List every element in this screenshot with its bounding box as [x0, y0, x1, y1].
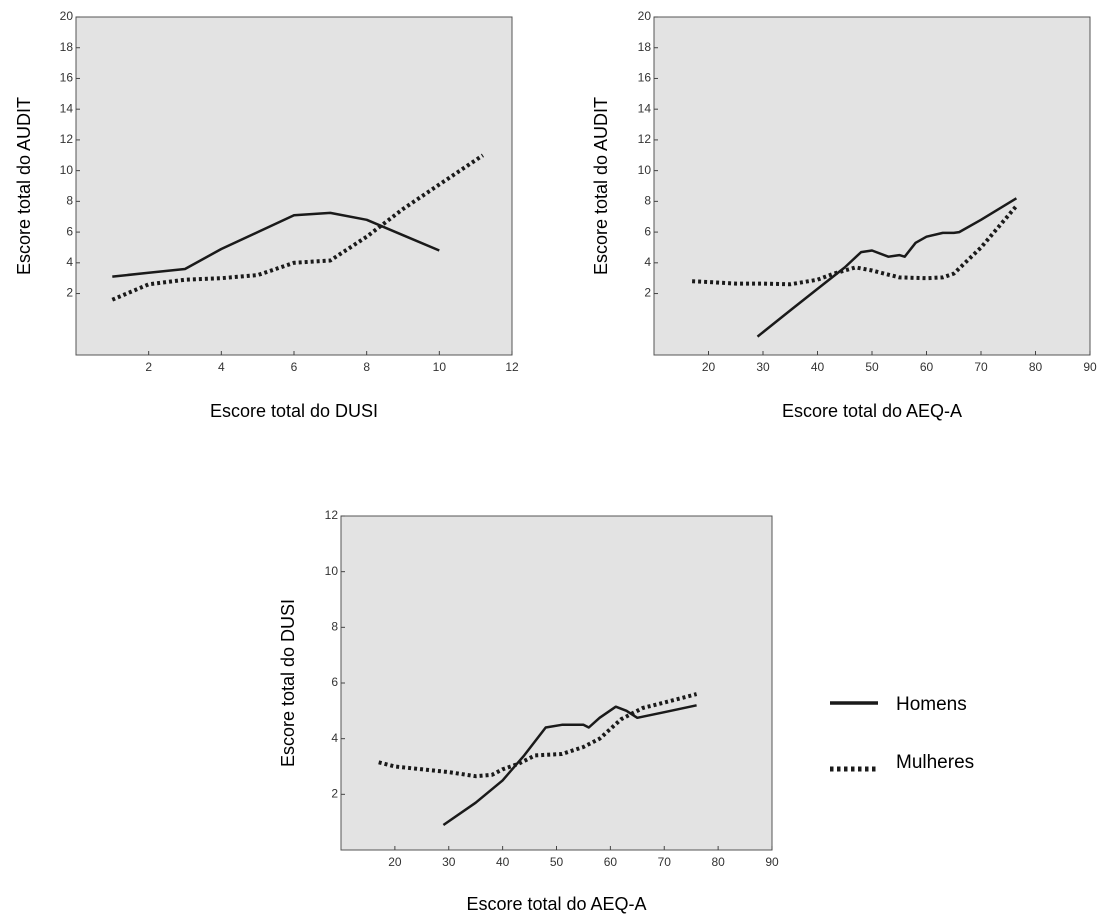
series-line-mulheres	[111, 153, 485, 302]
x-tick-label: 12	[505, 360, 519, 374]
chart-audit-vs-dusi: 2 4 6 8 10 12 14 16 18 20 2 4 6 8 10 12 Escore total do …	[14, 9, 519, 421]
x-tick-label: 4	[218, 360, 225, 374]
y-tick-label: 4	[66, 255, 73, 269]
x-tick-label: 40	[811, 360, 825, 374]
x-axis-title: Escore total do AEQ-A	[466, 894, 646, 914]
y-tick-label: 4	[331, 731, 338, 745]
series-line-homens	[112, 211, 440, 278]
y-tick-label: 4	[644, 255, 651, 269]
legend-label-homens: Homens	[896, 694, 967, 715]
y-tick-label: 16	[638, 71, 652, 85]
x-tick-label: 50	[550, 855, 564, 869]
y-tick-label: 2	[331, 787, 338, 801]
y-tick-label: 6	[644, 224, 651, 238]
plot-area	[653, 16, 1091, 356]
y-tick-label: 2	[66, 286, 73, 300]
y-tick-label: 10	[325, 564, 339, 578]
legend-label-mulheres: Mulheres	[896, 752, 974, 773]
x-tick-label: 90	[1083, 360, 1097, 374]
y-tick-label: 10	[60, 163, 74, 177]
y-tick-label: 18	[638, 40, 652, 54]
y-tick-label: 8	[644, 194, 651, 208]
y-tick-label: 6	[66, 224, 73, 238]
y-tick-label: 12	[325, 508, 339, 522]
series-line-homens	[756, 197, 1018, 338]
y-tick-label: 8	[331, 620, 338, 634]
x-tick-label: 10	[433, 360, 447, 374]
y-axis-title: Escore total do DUSI	[278, 599, 298, 767]
x-tick-label: 80	[711, 855, 725, 869]
x-axis-title: Escore total do DUSI	[210, 401, 378, 421]
x-tick-label: 50	[865, 360, 879, 374]
chart-dusi-vs-aeqa: 2 4 6 8 10 12 20 30 40 50 60 70 80 90 Escore total do …	[278, 508, 779, 914]
x-tick-label: 20	[702, 360, 716, 374]
x-tick-label: 20	[388, 855, 402, 869]
x-tick-label: 70	[974, 360, 988, 374]
y-tick-label: 14	[638, 101, 652, 115]
y-tick-label: 8	[66, 194, 73, 208]
y-tick-label: 20	[60, 9, 74, 23]
y-tick-label: 20	[638, 9, 652, 23]
x-tick-label: 70	[658, 855, 672, 869]
y-tick-label: 14	[60, 101, 74, 115]
x-tick-label: 2	[145, 360, 152, 374]
y-axis-title: Escore total do AUDIT	[14, 97, 34, 275]
x-tick-label: 40	[496, 855, 510, 869]
x-tick-label: 6	[291, 360, 298, 374]
y-tick-label: 12	[60, 132, 74, 146]
x-tick-label: 60	[604, 855, 618, 869]
x-tick-label: 90	[765, 855, 779, 869]
chart-audit-vs-aeqa: 2 4 6 8 10 12 14 16 18 20 20 30 40 50 60 70 80 90 Escore t…	[591, 9, 1097, 421]
y-tick-label: 10	[638, 163, 652, 177]
plot-area	[75, 16, 513, 356]
x-tick-label: 8	[363, 360, 370, 374]
y-tick-label: 12	[638, 132, 652, 146]
y-tick-label: 18	[60, 40, 74, 54]
x-tick-label: 60	[920, 360, 934, 374]
x-tick-label: 30	[442, 855, 456, 869]
y-tick-label: 6	[331, 675, 338, 689]
y-tick-label: 16	[60, 71, 74, 85]
plot-area	[340, 515, 773, 851]
x-tick-label: 30	[756, 360, 770, 374]
y-axis-title: Escore total do AUDIT	[591, 97, 611, 275]
x-tick-label: 80	[1029, 360, 1043, 374]
series-line-mulheres	[378, 692, 698, 779]
y-tick-label: 2	[644, 286, 651, 300]
series-line-homens	[442, 704, 697, 827]
legend: Homens Mulheres	[830, 694, 974, 773]
x-axis-title: Escore total do AEQ-A	[782, 401, 962, 421]
